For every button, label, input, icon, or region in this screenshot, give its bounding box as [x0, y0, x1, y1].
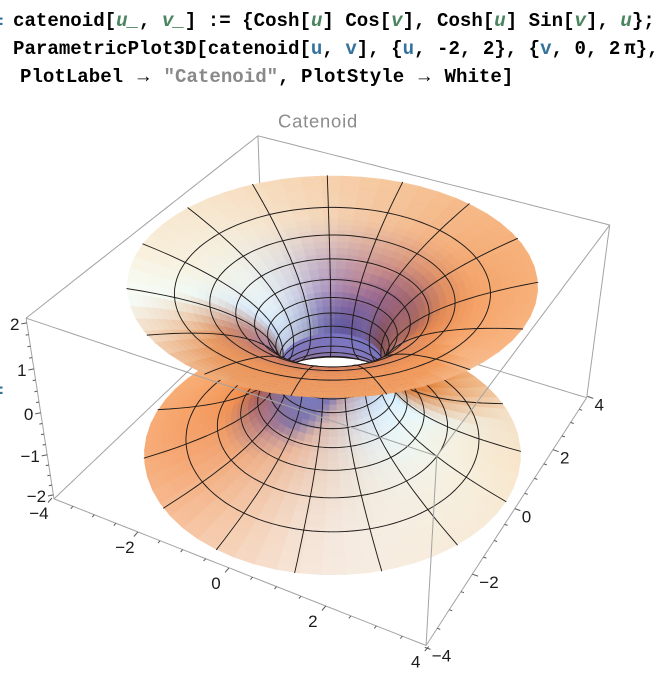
svg-text:0: 0 — [24, 405, 33, 424]
svg-text:−2: −2 — [27, 487, 46, 506]
svg-text:0: 0 — [522, 508, 531, 527]
svg-text:4: 4 — [595, 395, 604, 414]
svg-text:0: 0 — [211, 574, 220, 593]
svg-text:2: 2 — [560, 449, 569, 468]
svg-text:Catenoid: Catenoid — [278, 111, 358, 132]
svg-text:−4: −4 — [29, 504, 48, 523]
svg-text:−4: −4 — [432, 646, 451, 665]
svg-text:2: 2 — [308, 612, 317, 631]
svg-text:1: 1 — [17, 361, 26, 380]
svg-text:4: 4 — [411, 653, 420, 671]
svg-text:2: 2 — [10, 315, 19, 334]
svg-text:−1: −1 — [21, 447, 40, 466]
svg-text:−2: −2 — [479, 573, 498, 592]
svg-text:−2: −2 — [115, 538, 134, 557]
